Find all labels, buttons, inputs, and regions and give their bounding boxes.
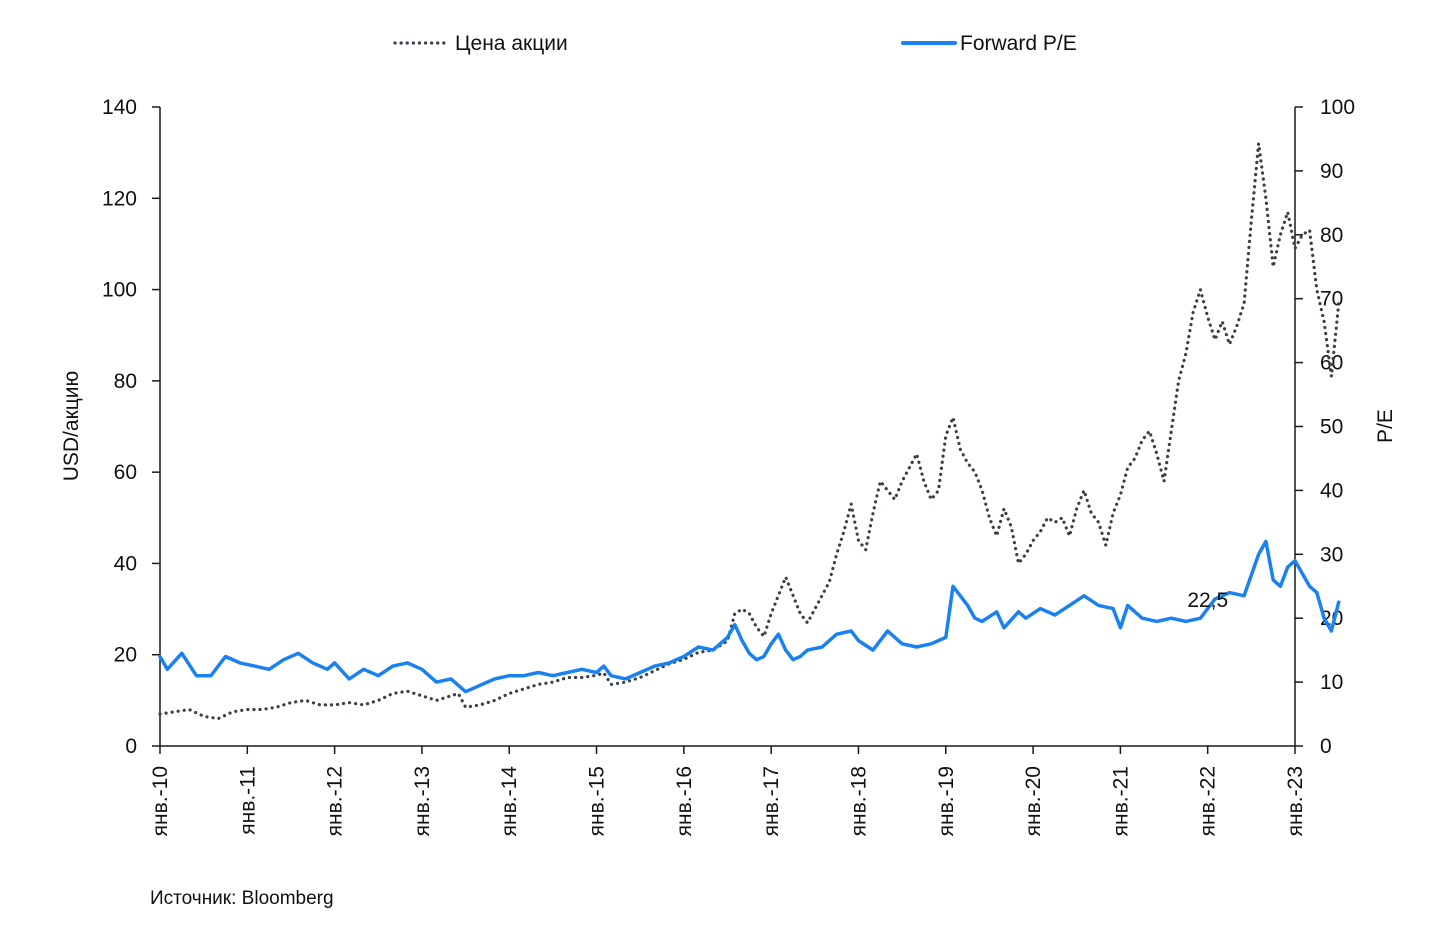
x-tick-label: янв.-17 <box>760 766 783 836</box>
series-layer <box>158 141 1341 721</box>
y-right-tick-label: 40 <box>1320 479 1343 502</box>
y-left-tick-label: 120 <box>102 187 137 210</box>
y-right-tick-label: 50 <box>1320 416 1343 439</box>
x-tick-label: янв.-15 <box>586 766 609 836</box>
y-right-tick-label: 70 <box>1320 288 1343 311</box>
x-tick-label: янв.-16 <box>673 766 696 836</box>
y-right-tick-label: 80 <box>1320 224 1343 247</box>
source-note: Источник: Bloomberg <box>150 888 334 909</box>
y-left-tick-label: 80 <box>114 370 137 393</box>
y-left-tick-label: 40 <box>114 552 137 575</box>
x-tick-label: янв.-23 <box>1284 766 1307 836</box>
y-left-tick-label: 140 <box>102 96 137 119</box>
legend: Цена акции Forward P/E <box>393 32 1077 55</box>
x-tick-label: янв.-14 <box>498 766 521 837</box>
x-tick-label: янв.-22 <box>1197 766 1220 836</box>
x-tick-label: янв.-21 <box>1109 766 1132 836</box>
x-tick-label: янв.-18 <box>847 766 870 836</box>
y-right-tick-label: 0 <box>1320 735 1332 758</box>
y-right-axis-title: P/E <box>1374 409 1397 443</box>
y-left-tick-label: 60 <box>114 461 137 484</box>
y-right-tick-label: 30 <box>1320 543 1343 566</box>
y-left-tick-label: 0 <box>125 735 137 758</box>
x-tick-label: янв.-13 <box>411 766 434 836</box>
x-tick-label: янв.-10 <box>149 766 172 836</box>
y-left-axis-title: USD/акцию <box>60 371 83 482</box>
x-tick-label: янв.-11 <box>236 766 259 835</box>
axes: 0204060801001201400102030405060708090100… <box>60 96 1397 836</box>
y-left-tick-label: 20 <box>114 644 137 667</box>
x-tick-label: янв.-12 <box>324 766 347 836</box>
x-tick-label: янв.-20 <box>1022 766 1045 836</box>
y-right-tick-label: 90 <box>1320 160 1343 183</box>
y-right-tick-label: 100 <box>1320 96 1355 119</box>
y-right-tick-label: 60 <box>1320 352 1343 375</box>
series-line-price <box>158 141 1341 721</box>
annotation-label: 22,5 <box>1187 589 1228 612</box>
series-line-forward-pe <box>158 539 1341 694</box>
y-left-tick-label: 100 <box>102 279 137 302</box>
x-tick-label: янв.-19 <box>935 766 958 836</box>
annotation-layer: 22,5 <box>1187 589 1228 612</box>
legend-label-price: Цена акции <box>455 32 568 55</box>
y-right-tick-label: 10 <box>1320 671 1343 694</box>
legend-label-forward-pe: Forward P/E <box>960 32 1077 55</box>
